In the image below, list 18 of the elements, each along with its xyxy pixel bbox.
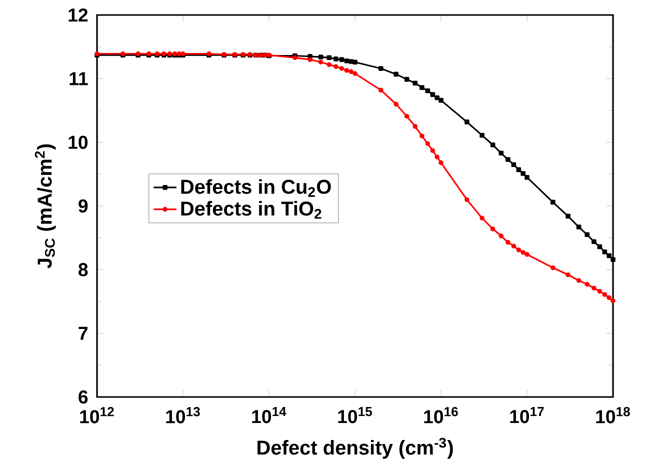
- y-tick-label: 6: [78, 390, 88, 404]
- x-tick-label: 10$^{15}$: [338, 407, 372, 424]
- legend-label: Defects in TiO$_{2}$: [181, 201, 322, 219]
- x-tick-label: 10$^{14}$: [252, 407, 286, 424]
- x-axis-title: Defect density (cm$^{-3}$): [258, 438, 453, 459]
- x-tick-label: 10$^{13}$: [166, 407, 200, 424]
- legend-label: Defects in Cu$_{2}$O: [181, 179, 331, 197]
- x-tick-label: 10$^{17}$: [510, 407, 544, 424]
- y-tick-label: 9: [78, 199, 88, 213]
- y-tick-label: 7: [78, 326, 88, 340]
- x-tick-label: 10$^{12}$: [80, 407, 114, 424]
- y-axis-title: J$_{SC}$ (mA/cm$^{2}$): [34, 144, 56, 268]
- y-tick-label: 12: [68, 8, 88, 22]
- y-tick-label: 8: [78, 263, 88, 276]
- x-tick-label: 10$^{18}$: [596, 407, 630, 424]
- y-tick-label: 11: [70, 72, 88, 86]
- y-tick-label: 10: [68, 136, 88, 149]
- x-tick-label: 10$^{16}$: [424, 407, 458, 424]
